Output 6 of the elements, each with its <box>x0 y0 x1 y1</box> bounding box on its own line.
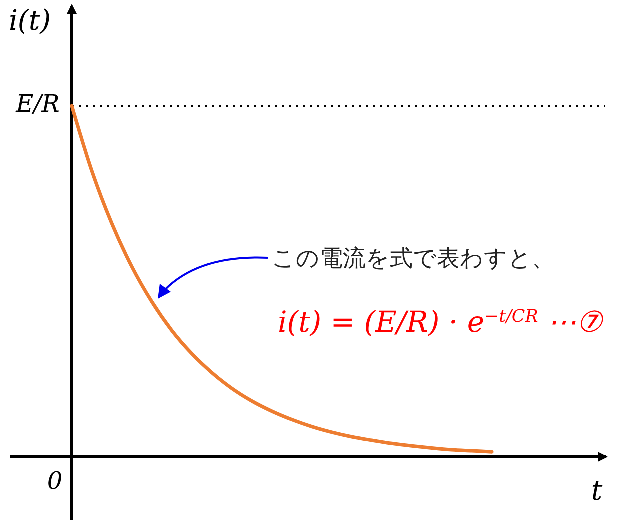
annotation: i(t) = (E/R) · e$^{−t/CR}$ ⋯⑦ <box>278 305 605 339</box>
text: E/R <box>15 90 60 118</box>
text: 0 <box>47 467 63 496</box>
x-axis-title: t <box>591 474 604 507</box>
y-axis-title: i(t) <box>8 4 52 37</box>
annotation: この電流を式で表わすと、 <box>272 246 555 272</box>
